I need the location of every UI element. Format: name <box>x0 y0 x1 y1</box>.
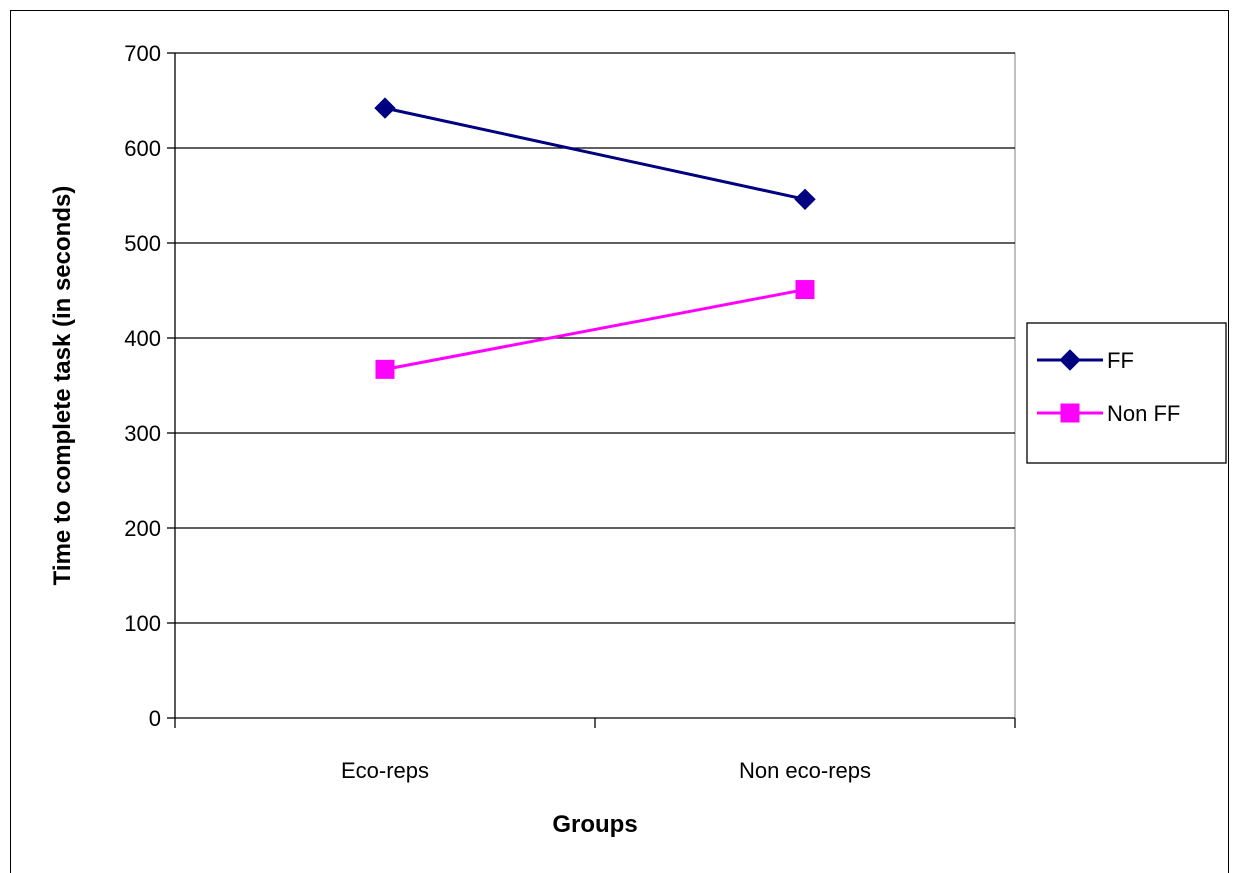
series-line <box>384 288 806 371</box>
y-tick-labels: 0 100 200 300 400 500 600 700 <box>124 41 161 731</box>
y-tick-label: 500 <box>124 231 161 256</box>
legend-item: FF <box>1037 348 1134 373</box>
y-tick-label: 400 <box>124 326 161 351</box>
y-tick-label: 300 <box>124 421 161 446</box>
axes <box>167 52 1016 728</box>
data-point <box>795 280 815 300</box>
x-axis-title: Groups <box>552 811 637 838</box>
x-tick-labels: Eco-reps Non eco-reps <box>341 758 871 783</box>
legend-item: Non FF <box>1037 401 1180 426</box>
series-line <box>384 106 806 201</box>
series-layer <box>374 97 816 379</box>
legend-label: FF <box>1107 348 1134 373</box>
legend-box <box>1026 322 1227 464</box>
chart-frame <box>10 10 1229 873</box>
data-point <box>374 97 396 119</box>
legend: FF Non FF <box>1026 322 1227 464</box>
x-tick-label: Non eco-reps <box>739 758 871 783</box>
x-tick-label: Eco-reps <box>341 758 429 783</box>
series-0 <box>374 97 816 211</box>
y-axis-title: Time to complete task (in seconds) <box>49 186 76 586</box>
legend-marker <box>1059 349 1081 371</box>
y-tick-label: 600 <box>124 136 161 161</box>
y-tick-label: 0 <box>149 706 161 731</box>
y-tick-label: 100 <box>124 611 161 636</box>
data-point <box>375 359 395 379</box>
gridlines <box>175 52 1015 624</box>
series-1 <box>375 280 815 379</box>
y-tick-label: 200 <box>124 516 161 541</box>
legend-label: Non FF <box>1107 401 1180 426</box>
y-tick-label: 700 <box>124 41 161 66</box>
legend-marker <box>1060 403 1080 423</box>
data-point <box>794 188 816 211</box>
